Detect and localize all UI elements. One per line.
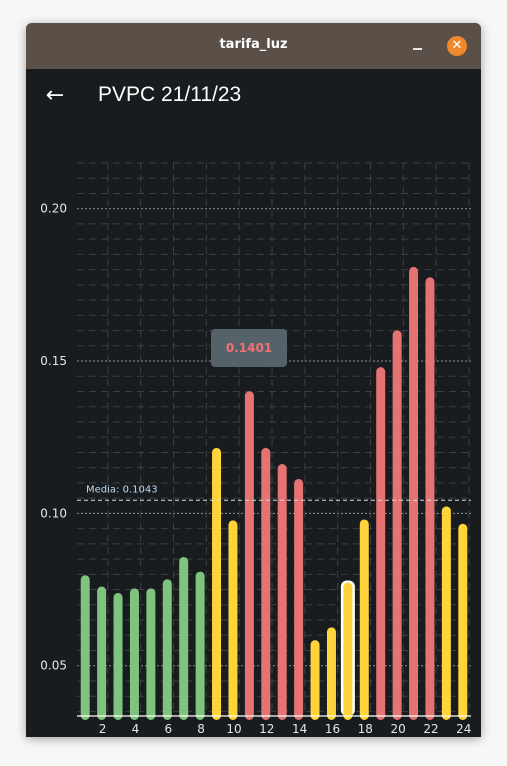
value-tooltip: 0.1401 (211, 329, 287, 367)
x-tick-label: 6 (164, 722, 172, 736)
bar-hour-1 (80, 575, 90, 720)
x-tick-label: 14 (292, 722, 307, 736)
x-tick-label: 8 (197, 722, 205, 736)
bar-hour-23 (441, 506, 451, 720)
y-tick-label: 0.10 (40, 506, 67, 520)
minimize-icon[interactable] (413, 48, 422, 50)
x-tick-label: 10 (226, 722, 241, 736)
x-tick-label: 4 (132, 722, 140, 736)
x-tick-label: 16 (325, 722, 340, 736)
app-bar: ← PVPC 21/11/23 (26, 69, 481, 125)
back-arrow-icon[interactable]: ← (45, 83, 65, 108)
title-bar: tarifa_luz ✕ (26, 23, 481, 69)
x-tick-label: 2 (99, 722, 107, 736)
bar-hour-2 (97, 586, 107, 720)
bar-hour-4 (129, 588, 139, 720)
bar-hour-14 (294, 478, 304, 720)
x-tick-label: 22 (423, 722, 438, 736)
bar-hour-11 (244, 391, 254, 720)
y-axis-ticks: 0.05 0.10 0.15 0.20 (40, 202, 67, 673)
price-chart[interactable]: Media: 0.1043 0.050.100.150.20 2 4 6 8 10 12 1… (26, 125, 481, 737)
bar-hour-20 (392, 330, 402, 720)
bar-hour-6 (162, 579, 172, 720)
bar-hour-5 (146, 588, 156, 720)
x-axis-ticks: 2 4 6 8 10 12 14 16 18 20 22 24 (99, 722, 472, 736)
bar-hour-21 (409, 266, 419, 720)
y-tick-label: 0.20 (40, 202, 67, 216)
average-label: Media: 0.1043 (86, 484, 158, 495)
bar-hour-9 (212, 447, 222, 720)
bar-hour-7 (179, 556, 189, 720)
y-tick-label: 0.05 (40, 659, 67, 673)
chart-bars (80, 266, 468, 720)
bar-hour-10 (228, 520, 238, 720)
bar-hour-15 (310, 640, 320, 720)
bar-hour-19 (376, 367, 386, 720)
x-tick-label: 24 (456, 722, 471, 736)
x-tick-label: 20 (390, 722, 405, 736)
bar-hour-3 (113, 592, 123, 720)
page-title: PVPC 21/11/23 (98, 83, 242, 106)
bar-hour-8 (195, 571, 205, 720)
bar-hour-24 (458, 523, 468, 720)
app-window: tarifa_luz ✕ ← PVPC 21/11/23 Media: 0.10… (26, 23, 481, 737)
bar-hour-16 (326, 627, 336, 720)
bar-hour-17 (343, 582, 353, 720)
chart-grid (77, 162, 471, 716)
window-title: tarifa_luz (219, 37, 288, 52)
close-icon[interactable]: ✕ (447, 36, 467, 56)
y-tick-label: 0.15 (40, 354, 67, 368)
x-tick-label: 18 (358, 722, 373, 736)
bar-hour-18 (359, 519, 369, 720)
bar-hour-22 (425, 277, 435, 720)
x-tick-label: 12 (259, 722, 274, 736)
bar-hour-13 (277, 464, 287, 720)
average-line-group: Media: 0.1043 (77, 484, 471, 501)
bar-hour-12 (261, 447, 271, 720)
